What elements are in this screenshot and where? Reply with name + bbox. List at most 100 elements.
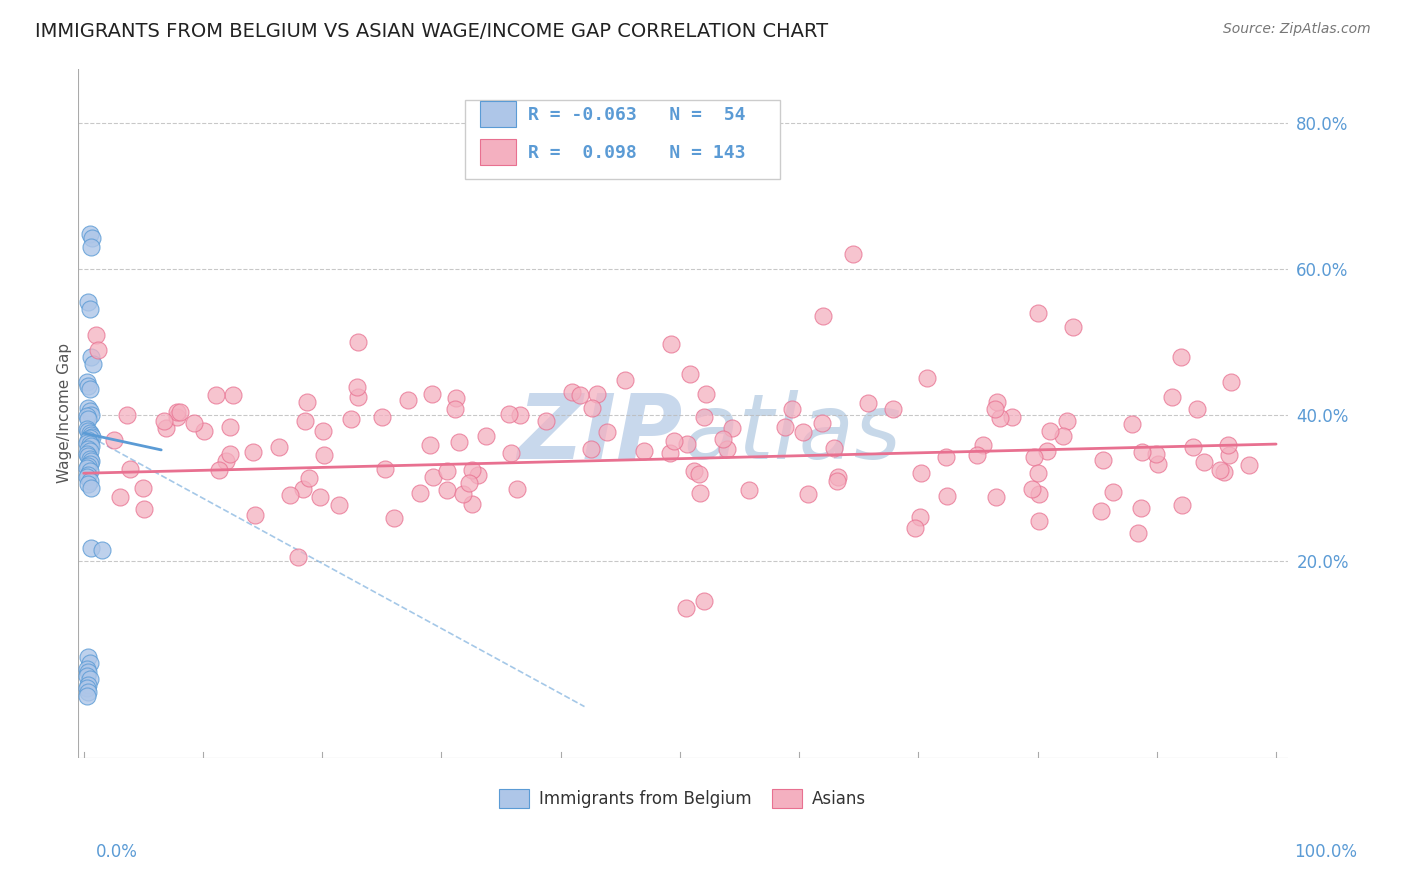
Point — [1185, 402, 1208, 417]
Point — [1182, 441, 1205, 455]
Point — [77, 685, 100, 699]
Point — [1028, 487, 1050, 501]
Point — [79, 444, 101, 458]
Point — [80, 428, 103, 442]
Point — [1161, 390, 1184, 404]
Point — [420, 387, 443, 401]
Point — [792, 425, 814, 439]
Point — [935, 450, 957, 464]
Point — [215, 454, 238, 468]
Point — [77, 434, 100, 448]
Point — [966, 448, 988, 462]
Point — [461, 498, 484, 512]
Point — [79, 656, 101, 670]
Point — [1237, 458, 1260, 473]
Point — [408, 486, 430, 500]
Point — [382, 511, 405, 525]
Point — [693, 594, 716, 608]
Point — [720, 421, 742, 435]
Point — [1146, 457, 1168, 471]
Point — [447, 434, 470, 449]
Point — [797, 486, 820, 500]
Point — [458, 475, 481, 490]
Text: R =  0.098   N = 143: R = 0.098 N = 143 — [527, 144, 745, 161]
Point — [314, 448, 336, 462]
Point — [444, 391, 467, 405]
Point — [76, 689, 98, 703]
Point — [294, 414, 316, 428]
Point — [1102, 485, 1125, 500]
Point — [1212, 465, 1234, 479]
Point — [823, 441, 845, 455]
Point — [460, 463, 482, 477]
Text: R = -0.063   N =  54: R = -0.063 N = 54 — [527, 105, 745, 124]
Point — [76, 409, 98, 424]
Point — [76, 422, 98, 436]
Point — [659, 337, 682, 351]
Point — [935, 489, 957, 503]
Point — [422, 469, 444, 483]
Point — [80, 454, 103, 468]
Point — [115, 409, 138, 423]
Point — [988, 411, 1011, 425]
Point — [242, 444, 264, 458]
Point — [1170, 499, 1192, 513]
Point — [374, 462, 396, 476]
Point — [568, 388, 591, 402]
Point — [339, 411, 361, 425]
Point — [80, 231, 103, 245]
Point — [292, 482, 315, 496]
Point — [328, 499, 350, 513]
Point — [825, 475, 848, 489]
Point — [80, 439, 103, 453]
Point — [80, 350, 103, 364]
Point — [1090, 503, 1112, 517]
Point — [586, 386, 609, 401]
Point — [1121, 417, 1143, 431]
Point — [1021, 482, 1043, 496]
Text: atlas: atlas — [683, 390, 901, 478]
Point — [509, 408, 531, 422]
Point — [79, 474, 101, 488]
Bar — [479, 101, 516, 127]
Point — [780, 402, 803, 417]
Point — [79, 227, 101, 241]
Point — [1052, 429, 1074, 443]
Point — [77, 467, 100, 482]
Point — [80, 240, 103, 254]
Point — [1209, 462, 1232, 476]
Point — [76, 669, 98, 683]
Point — [103, 433, 125, 447]
Point — [676, 436, 699, 450]
Point — [595, 425, 617, 439]
Point — [169, 405, 191, 419]
Point — [498, 407, 520, 421]
Point — [79, 426, 101, 441]
Point — [1062, 320, 1084, 334]
Point — [910, 467, 932, 481]
Point — [419, 438, 441, 452]
Point — [581, 442, 603, 457]
Point — [1218, 438, 1240, 452]
Point — [347, 334, 370, 349]
Point — [183, 416, 205, 430]
Point — [1144, 447, 1167, 461]
Point — [80, 541, 103, 555]
Point — [87, 343, 110, 358]
Point — [1218, 448, 1240, 462]
Point — [972, 438, 994, 452]
Point — [1130, 444, 1153, 458]
Point — [80, 430, 103, 444]
Point — [827, 470, 849, 484]
Point — [77, 477, 100, 491]
Point — [77, 424, 100, 438]
Y-axis label: Wage/Income Gap: Wage/Income Gap — [58, 343, 72, 483]
Point — [77, 411, 100, 425]
Point — [1220, 376, 1243, 390]
Point — [1036, 444, 1059, 458]
Point — [738, 483, 761, 498]
Point — [77, 650, 100, 665]
Point — [90, 542, 112, 557]
Point — [295, 394, 318, 409]
Point — [1039, 424, 1062, 438]
